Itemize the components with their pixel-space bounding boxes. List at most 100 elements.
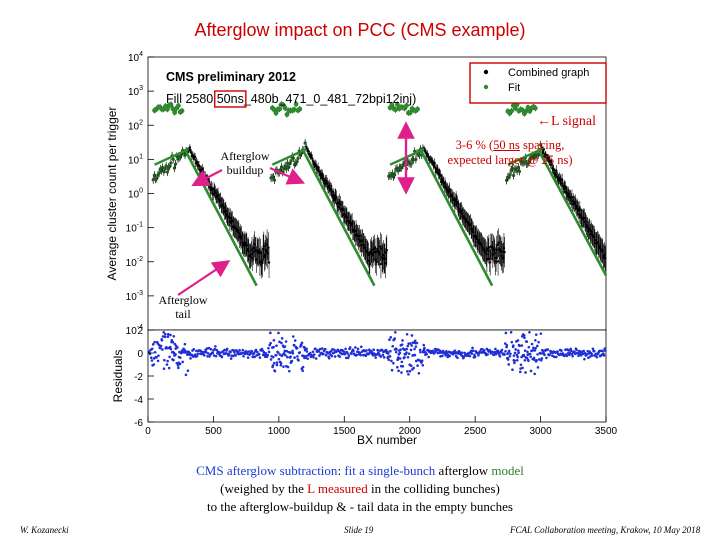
residual-point (291, 351, 295, 355)
residual-point (166, 332, 170, 336)
residual-point (168, 355, 171, 359)
buildup-point (289, 159, 293, 163)
residual-point (367, 348, 371, 352)
buildup-point (504, 178, 509, 183)
xtick-label: 0 (145, 426, 151, 437)
residual-point (169, 347, 173, 351)
residual-point (303, 346, 306, 350)
residual-point (389, 349, 392, 353)
residual-point (516, 339, 520, 342)
residual-point (526, 350, 529, 354)
residual-point (312, 355, 315, 359)
residual-point (414, 359, 418, 363)
colliding-bunch-point (293, 101, 299, 107)
lower-ytick-label: -2 (134, 372, 143, 383)
residual-point (253, 355, 256, 359)
residual-point (264, 352, 268, 355)
residual-point (359, 345, 363, 349)
residual-point (423, 346, 426, 350)
residual-point (176, 346, 179, 349)
residual-point (400, 371, 403, 374)
residual-point (571, 354, 574, 358)
residual-point (395, 348, 398, 351)
residual-point (534, 346, 537, 350)
residual-point (398, 351, 402, 355)
residual-point (183, 342, 187, 346)
buildup-point (409, 162, 413, 166)
l-signal-text: L signal (551, 114, 596, 129)
residual-point (165, 363, 169, 366)
residual-point (539, 332, 543, 335)
residual-point (525, 340, 529, 343)
residual-point (390, 368, 394, 372)
residual-point (379, 355, 383, 358)
residual-point (364, 354, 368, 358)
residual-point (240, 352, 244, 355)
residual-point (413, 353, 417, 357)
residual-point (397, 369, 400, 373)
caption-l2b: L measured (307, 481, 368, 496)
residual-point (172, 358, 175, 362)
tail-point (379, 245, 382, 248)
residual-point (456, 352, 460, 355)
residual-point (262, 350, 266, 354)
residual-point (177, 366, 180, 370)
residual-point (513, 359, 516, 362)
residual-point (354, 346, 357, 349)
residual-point (539, 352, 542, 355)
residual-point (530, 342, 534, 346)
residual-point (300, 341, 304, 345)
residual-point (565, 354, 569, 358)
colliding-bunch-point (525, 105, 531, 110)
colliding-bunch-point (415, 106, 420, 112)
tail-point (267, 261, 271, 264)
residual-point (514, 348, 518, 351)
buildup-point (539, 143, 543, 147)
caption-l2a: (weighed by the (220, 481, 308, 496)
residual-point (392, 361, 395, 365)
fill-label: Fill 2580 50ns_480b_471_0_481_72bpi12inj… (166, 92, 416, 106)
residual-point (268, 343, 271, 347)
caption-l1a: CMS afterglow subtraction (196, 463, 338, 478)
residual-point (512, 344, 515, 347)
residual-point (439, 355, 442, 358)
xtick-label: 3500 (595, 426, 618, 437)
colliding-bunch-point (164, 106, 170, 112)
residual-point (322, 352, 325, 356)
residual-point (425, 352, 429, 356)
residual-point (326, 352, 330, 355)
residual-point (204, 350, 208, 354)
residual-point (576, 351, 580, 355)
residual-point (409, 364, 413, 368)
residual-point (261, 348, 264, 352)
residual-point (394, 350, 398, 354)
residual-point (533, 372, 536, 376)
residual-point (308, 351, 312, 355)
residual-point (291, 349, 294, 353)
residual-point (387, 352, 390, 355)
residual-point (590, 354, 594, 357)
residual-point (413, 347, 416, 351)
residual-point (305, 350, 309, 353)
residual-point (579, 354, 583, 357)
residual-point (284, 340, 288, 343)
residual-point (192, 348, 196, 351)
residual-point (469, 349, 473, 353)
residual-point (276, 351, 280, 354)
upper-ytick-label: 101 (128, 153, 143, 166)
fit-tail-line (536, 148, 608, 276)
tail-point (439, 174, 442, 177)
residual-point (570, 349, 573, 353)
residual-point (406, 344, 410, 348)
legend-marker (483, 69, 489, 75)
residual-point (408, 369, 412, 373)
residual-point (156, 359, 160, 363)
residual-point (531, 349, 535, 352)
residual-point (520, 335, 524, 338)
upper-ytick-label: 10-2 (126, 256, 143, 269)
residual-point (581, 352, 585, 356)
residual-point (269, 358, 273, 361)
residual-point (587, 356, 590, 360)
residual-point (515, 353, 519, 357)
residual-point (306, 357, 309, 360)
